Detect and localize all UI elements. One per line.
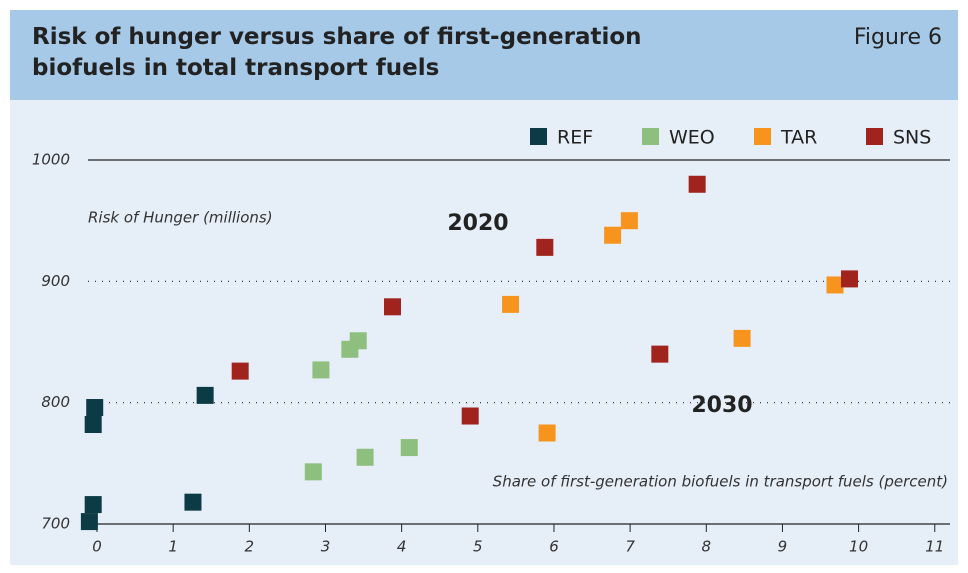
y-axis-label: Risk of Hunger (millions)	[88, 209, 273, 227]
x-tick-label: 0	[92, 538, 102, 556]
point	[733, 329, 751, 347]
y-tick-label: 800	[41, 393, 70, 411]
chart-title: Risk of hunger versus share of first-gen…	[32, 24, 642, 81]
x-tick-label: 3	[321, 538, 331, 556]
point	[502, 295, 520, 313]
point	[384, 298, 402, 316]
x-tick-label: 10	[849, 538, 868, 556]
annotation: 2030	[691, 393, 752, 418]
header-band	[10, 10, 958, 100]
point	[196, 386, 214, 404]
x-tick-label: 4	[397, 538, 407, 556]
x-tick-label: 5	[473, 538, 483, 556]
point	[304, 463, 322, 481]
legend-swatch	[866, 128, 883, 145]
x-tick-label: 11	[925, 538, 944, 556]
point	[826, 276, 844, 294]
title-box: Risk of hunger versus share of first-gen…	[32, 24, 642, 81]
point	[84, 496, 102, 514]
legend-label: WEO	[669, 127, 715, 149]
y-tick-label: 900	[41, 272, 70, 290]
figure-label: Figure 6	[854, 25, 942, 50]
point	[231, 362, 249, 380]
legend-label: REF	[557, 127, 593, 149]
point	[84, 416, 102, 434]
x-tick-label: 2	[245, 538, 255, 556]
point	[604, 226, 622, 244]
y-tick-label: 1000	[32, 151, 70, 169]
y-tick-label: 700	[41, 515, 70, 533]
point	[536, 238, 554, 256]
legend-swatch	[530, 128, 547, 145]
point	[651, 345, 669, 363]
legend-label: TAR	[780, 127, 817, 149]
point	[461, 407, 479, 425]
point	[80, 513, 98, 531]
point	[688, 175, 706, 193]
x-tick-label: 7	[625, 538, 635, 556]
plot-background	[10, 100, 958, 565]
point	[620, 212, 638, 230]
legend-swatch	[642, 128, 659, 145]
point	[400, 439, 418, 457]
legend-label: SNS	[893, 127, 931, 149]
point	[184, 493, 202, 511]
point	[840, 270, 858, 288]
point	[86, 399, 104, 417]
point	[356, 448, 374, 466]
x-tick-label: 6	[549, 538, 559, 556]
x-tick-label: 9	[778, 538, 788, 556]
point	[538, 424, 556, 442]
point	[312, 361, 330, 379]
annotation: 2020	[447, 211, 508, 236]
point	[349, 332, 367, 350]
x-tick-label: 8	[702, 538, 712, 556]
x-tick-label: 1	[168, 538, 178, 556]
legend-swatch	[754, 128, 771, 145]
x-axis-label: Share of first-generation biofuels in tr…	[493, 473, 948, 491]
